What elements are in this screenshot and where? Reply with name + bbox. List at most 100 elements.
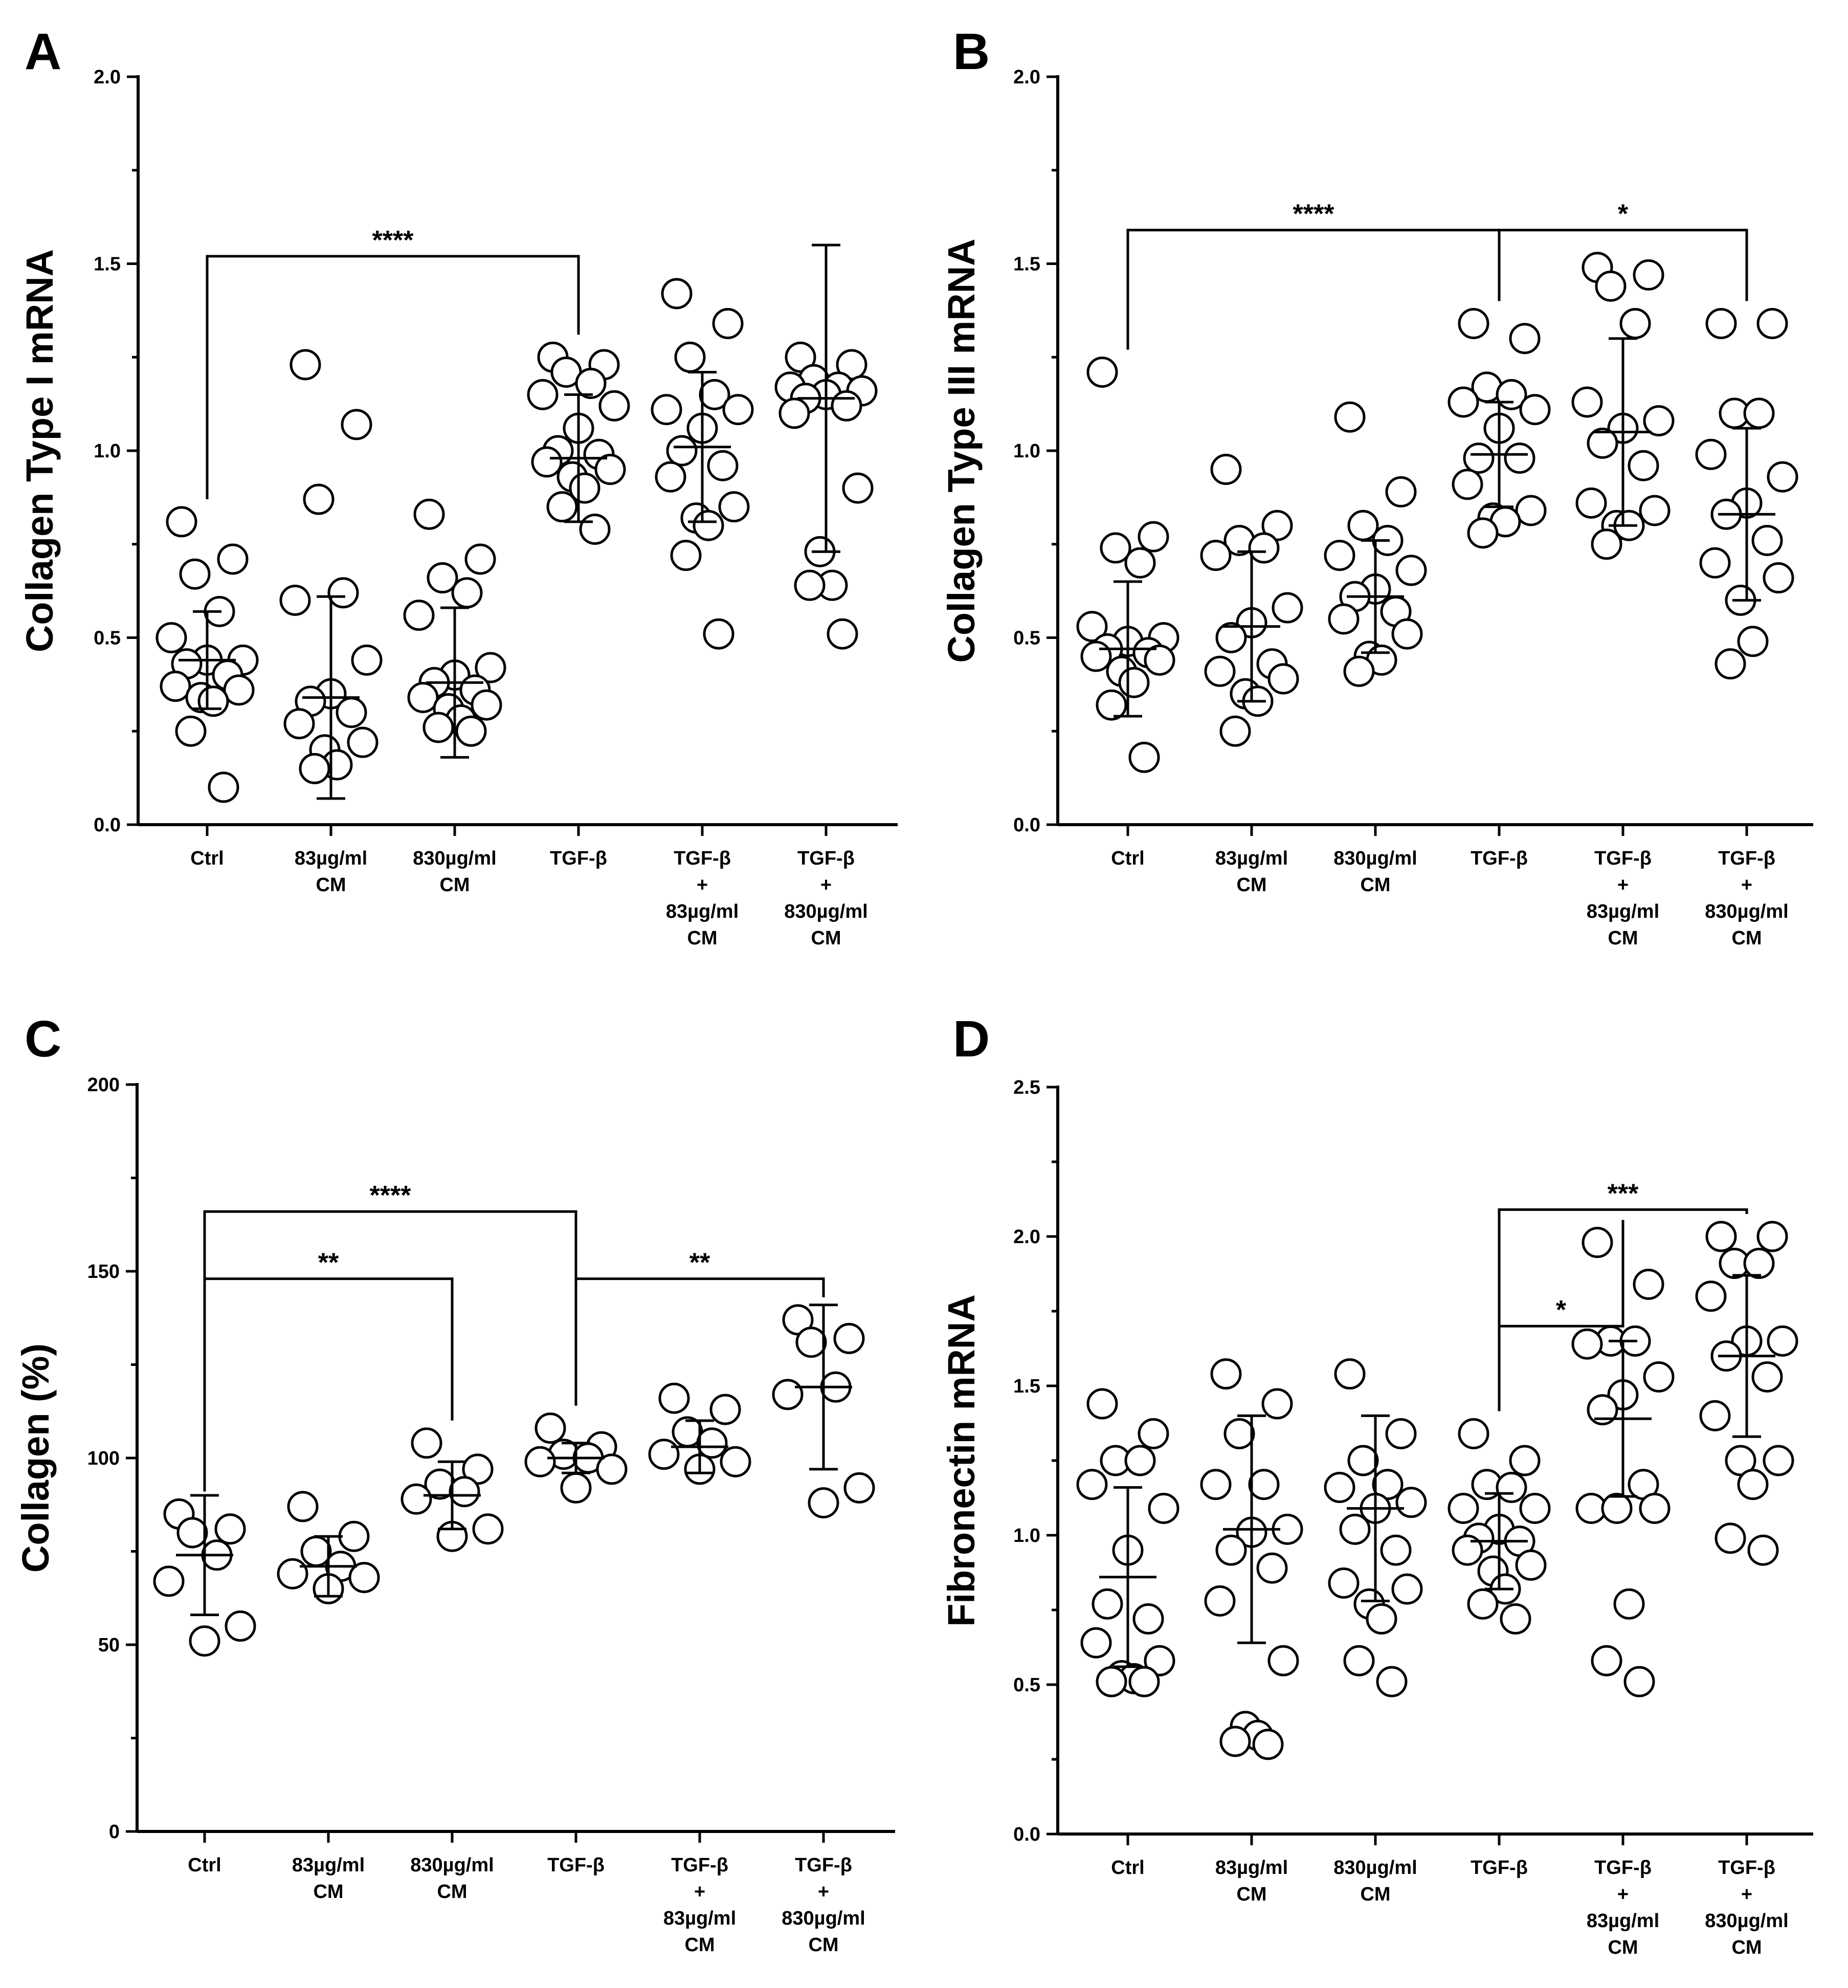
group-4 [648, 1382, 751, 1485]
x-tick-label-line: 83µg/ml [1215, 1857, 1288, 1879]
x-tick-label-line: 830µg/ml [1705, 1910, 1788, 1932]
data-point [670, 540, 702, 571]
x-tick-label-line: CM [437, 1881, 467, 1903]
data-point [279, 584, 311, 616]
data-point [661, 278, 693, 310]
data-point [1613, 1588, 1645, 1620]
data-point [225, 1610, 256, 1642]
data-point [1366, 1603, 1397, 1635]
data-point [1138, 521, 1169, 553]
data-point [707, 450, 739, 481]
data-point [217, 543, 249, 575]
data-point [1705, 1221, 1737, 1252]
x-tick-label-line: TGF-β [797, 848, 855, 869]
data-point [1086, 356, 1118, 388]
x-tick-label-line: 830µg/ml [1333, 1857, 1417, 1879]
data-point [1504, 443, 1535, 474]
data-point [1272, 592, 1303, 624]
data-point [1737, 1469, 1769, 1500]
y-tick-label: 0.5 [1013, 628, 1040, 649]
x-tick-label-line: CM [1608, 1937, 1638, 1958]
panel-letter: B [953, 23, 990, 80]
data-point [1601, 1492, 1633, 1524]
data-point [1695, 1280, 1727, 1312]
x-tick-label: TGF-β [1471, 1857, 1528, 1879]
data-point [197, 686, 229, 717]
x-tick-label-line: TGF-β [547, 1854, 605, 1876]
data-point [655, 461, 686, 493]
x-tick-label-line: TGF-β [1471, 848, 1528, 869]
data-point [1204, 655, 1236, 687]
data-point [693, 510, 724, 541]
y-tick-label: 150 [87, 1261, 120, 1283]
group-3 [524, 1412, 628, 1504]
data-point [1452, 1534, 1483, 1566]
data-point [795, 1327, 827, 1358]
x-tick-label-line: Ctrl [190, 848, 224, 869]
data-point [1458, 307, 1489, 339]
group-5 [774, 244, 878, 650]
data-point [1763, 1445, 1794, 1476]
data-point [427, 562, 458, 594]
data-point [1575, 487, 1607, 519]
x-tick-label-line: Ctrl [1111, 1857, 1144, 1879]
data-point [1200, 540, 1232, 571]
data-point [1500, 1603, 1531, 1635]
data-point [464, 543, 496, 575]
x-tick-label: TGF-β +830µg/ml CM [784, 848, 867, 949]
x-tick-label-line: TGF-β [550, 848, 607, 869]
data-point [696, 1427, 728, 1459]
data-point [1715, 1522, 1746, 1554]
data-point [1215, 1534, 1247, 1566]
group-5 [772, 1304, 875, 1519]
data-point [560, 1472, 592, 1504]
data-point [1248, 532, 1280, 564]
y-tick-label: 2.0 [1013, 67, 1040, 88]
data-point [449, 1476, 480, 1508]
data-point [794, 569, 826, 601]
y-tick-label: 0.5 [1013, 1674, 1040, 1696]
significance-bracket [1498, 1208, 1748, 1411]
data-point [455, 715, 487, 747]
data-point [1219, 1726, 1251, 1757]
significance-label: **** [372, 226, 414, 255]
data-point [1509, 323, 1541, 355]
x-tick-label-line: CM [1360, 1884, 1390, 1905]
group-4 [651, 278, 754, 650]
data-point [1343, 1645, 1375, 1676]
panel-letter: C [25, 1010, 61, 1068]
x-tick-label-line: CM [684, 1934, 715, 1956]
group-1 [1200, 1358, 1303, 1760]
data-point [1633, 1268, 1664, 1300]
y-tick-label: 1.0 [1013, 1525, 1040, 1547]
data-point [1595, 270, 1627, 302]
data-point [1096, 689, 1127, 721]
data-point [1643, 405, 1675, 437]
data-point [1339, 1513, 1371, 1545]
y-tick-label: 2.5 [1013, 1077, 1040, 1098]
y-tick-label: 1.5 [1013, 254, 1040, 275]
x-tick-label-line: 83µg/ml [1215, 848, 1288, 869]
data-point [1743, 397, 1775, 429]
y-tick-label: 0.0 [94, 814, 121, 836]
group-3 [1448, 1418, 1551, 1635]
data-point [531, 446, 563, 478]
x-tick-label: 83µg/ml CM [1215, 848, 1288, 896]
data-point [827, 618, 858, 650]
data-point [524, 1446, 556, 1477]
x-tick-label: TGF-β [1471, 848, 1528, 869]
x-tick-label-line: TGF-β [1594, 1857, 1652, 1879]
data-point [1223, 1418, 1255, 1449]
group-3 [527, 341, 630, 545]
x-tick-label-line: + [1741, 1884, 1752, 1905]
data-point [1591, 1645, 1622, 1676]
x-tick-label-line: TGF-β [1718, 1857, 1775, 1879]
group-2 [1324, 1358, 1427, 1697]
x-tick-label-line: CM [1608, 927, 1638, 949]
data-point [808, 1487, 839, 1519]
group-1 [279, 349, 383, 800]
data-point [451, 577, 483, 609]
x-tick-label-line: 830µg/ml [1705, 901, 1788, 922]
